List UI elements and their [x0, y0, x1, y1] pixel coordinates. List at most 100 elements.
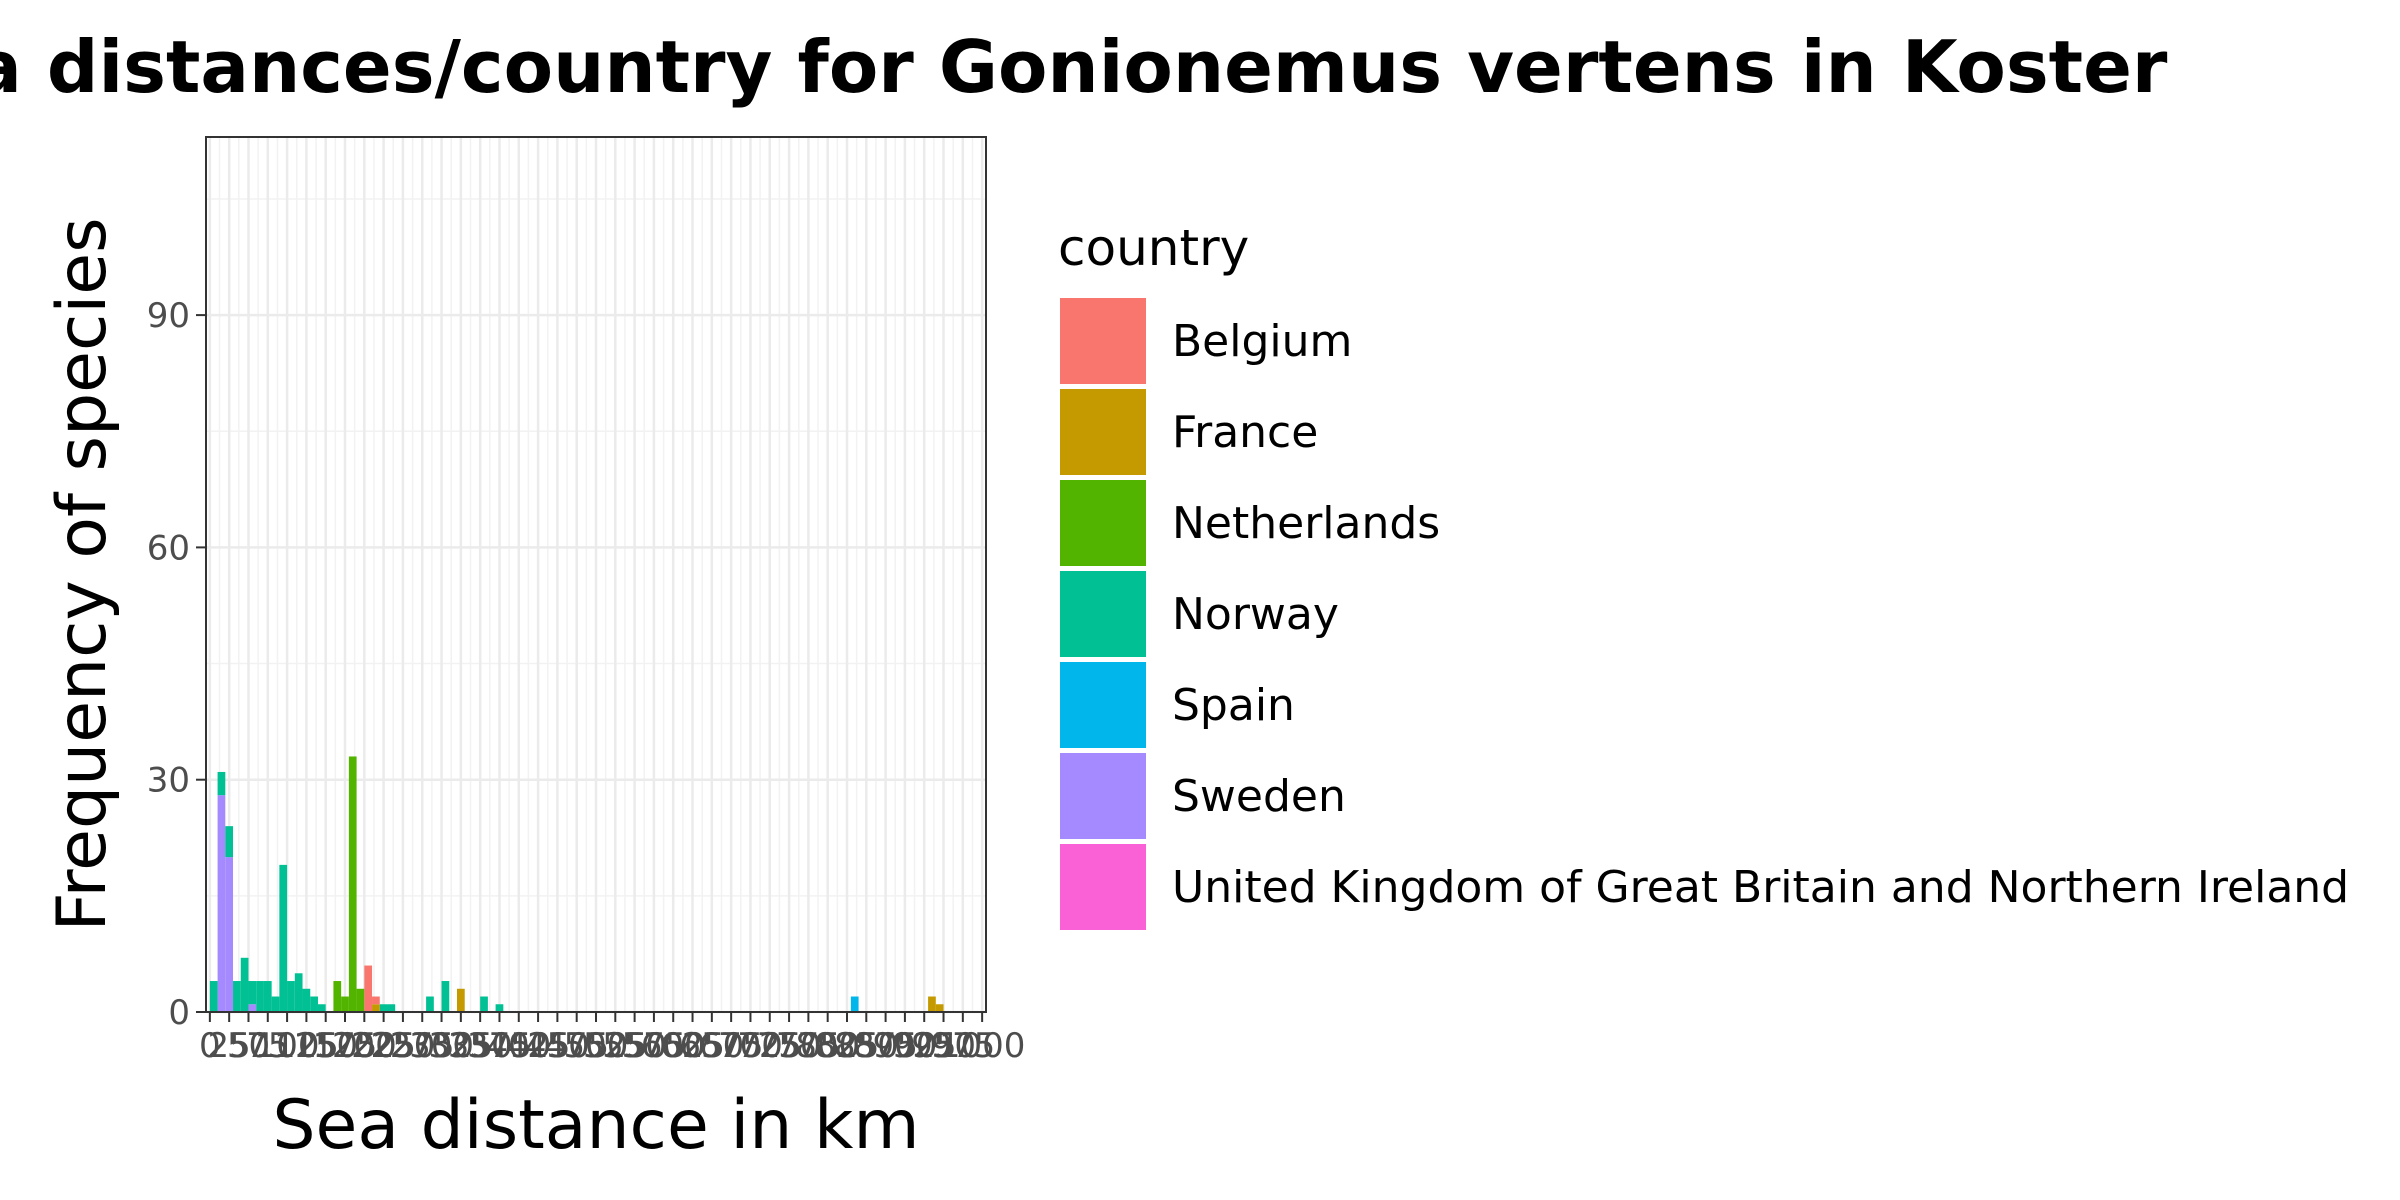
- y-tick-label: 0: [168, 993, 190, 1033]
- legend-item: Sweden: [1060, 753, 1346, 839]
- x-tick-label: 450: [525, 1026, 590, 1066]
- legend-swatch: [1060, 389, 1146, 475]
- histogram-bars: [209, 756, 944, 1012]
- legend-item: Norway: [1060, 571, 1339, 657]
- x-tick-label: 50: [227, 1026, 270, 1066]
- histogram-bar: [317, 1004, 326, 1012]
- y-axis: 0 30 60 90: [147, 296, 206, 1033]
- legend-swatch: [1060, 571, 1146, 657]
- legend-item: Netherlands: [1060, 480, 1440, 566]
- legend-title: country: [1058, 219, 1249, 277]
- x-tick-label: 975: [930, 1026, 995, 1066]
- x-tick-label: 25: [208, 1026, 251, 1066]
- x-tick-label: 675: [699, 1026, 764, 1066]
- histogram-bar: [256, 981, 264, 1012]
- series-spain: [850, 996, 859, 1012]
- x-tick-label: 0: [199, 1026, 221, 1066]
- legend-swatch: [1060, 844, 1146, 930]
- series-france: [372, 988, 944, 1012]
- x-tick-label: 250: [370, 1026, 435, 1066]
- series-sweden: [217, 795, 257, 1012]
- histogram-bar: [935, 1004, 944, 1012]
- legend-label: United Kingdom of Great Britain and Nort…: [1172, 862, 2349, 913]
- legend-label: Norway: [1172, 589, 1339, 640]
- histogram-bar: [372, 1004, 380, 1012]
- x-tick-label: 700: [718, 1026, 783, 1066]
- histogram-bar: [341, 996, 349, 1012]
- x-tick-label: 550: [602, 1026, 667, 1066]
- histogram-bar: [356, 988, 365, 1012]
- x-tick-label: 150: [293, 1026, 358, 1066]
- legend-item: Belgium: [1060, 298, 1352, 384]
- x-tick-label: 500: [564, 1026, 629, 1066]
- histogram-bar: [928, 996, 936, 1012]
- x-tick-label: 575: [621, 1026, 686, 1066]
- histogram-bar: [348, 756, 357, 1012]
- chart-title: Sea distances/country for Gonionemus ver…: [0, 25, 2168, 109]
- histogram-bar: [850, 996, 859, 1012]
- minor-gridlines: [206, 137, 986, 1012]
- histogram-bar: [217, 771, 226, 796]
- histogram-bar: [248, 981, 257, 1005]
- x-tick-label: 200: [332, 1026, 397, 1066]
- x-tick-label: 400: [486, 1026, 551, 1066]
- histogram-bar: [441, 981, 450, 1012]
- histogram-bar: [372, 996, 380, 1005]
- legend-item: France: [1060, 389, 1318, 475]
- x-tick-label: 425: [506, 1026, 571, 1066]
- x-tick-label: 725: [737, 1026, 802, 1066]
- x-tick-label: 775: [776, 1026, 841, 1066]
- x-tick-label: 475: [544, 1026, 609, 1066]
- legend-swatch: [1060, 662, 1146, 748]
- x-axis: 0255075100125150175200225250275300325350…: [199, 1012, 1025, 1066]
- y-tick-label: 60: [147, 528, 190, 568]
- legend: Belgium France Netherlands Norway Spain Swede…: [1060, 298, 2349, 930]
- x-tick-label: 900: [872, 1026, 937, 1066]
- x-tick-label: 75: [246, 1026, 289, 1066]
- x-tick-label: 375: [467, 1026, 532, 1066]
- x-tick-label: 325: [428, 1026, 493, 1066]
- x-tick-label: 600: [641, 1026, 706, 1066]
- histogram-bar: [287, 981, 295, 1012]
- histogram-bar: [310, 996, 318, 1012]
- legend-swatch: [1060, 480, 1146, 566]
- histogram-bar: [364, 965, 373, 1012]
- x-tick-label: 750: [757, 1026, 822, 1066]
- x-tick-label: 525: [583, 1026, 648, 1066]
- y-axis-title: Frequency of species: [43, 217, 122, 931]
- histogram-bar: [387, 1004, 396, 1012]
- histogram-bar: [263, 981, 272, 1012]
- series-belgium: [364, 965, 380, 1012]
- x-tick-label: 1000: [939, 1026, 1026, 1066]
- legend-label: France: [1172, 407, 1318, 458]
- histogram-bar: [294, 973, 303, 1012]
- x-tick-label: 125: [274, 1026, 339, 1066]
- x-tick-label: 350: [448, 1026, 513, 1066]
- legend-swatch: [1060, 298, 1146, 384]
- legend-label: Sweden: [1172, 771, 1346, 822]
- x-tick-label: 650: [679, 1026, 744, 1066]
- legend-label: Spain: [1172, 680, 1295, 731]
- histogram-bar: [379, 1004, 388, 1012]
- x-tick-label: 950: [911, 1026, 976, 1066]
- legend-label: Belgium: [1172, 316, 1352, 367]
- legend-swatch: [1060, 753, 1146, 839]
- histogram-bar: [248, 1004, 257, 1012]
- histogram-bar: [279, 864, 288, 1012]
- legend-item: Spain: [1060, 662, 1295, 748]
- x-tick-label: 300: [409, 1026, 474, 1066]
- x-axis-title: Sea distance in km: [272, 1086, 919, 1165]
- histogram-bar: [302, 988, 311, 1012]
- x-tick-label: 850: [834, 1026, 899, 1066]
- histogram-bar: [495, 1004, 504, 1012]
- histogram-bar: [426, 996, 434, 1012]
- x-tick-label: 825: [815, 1026, 880, 1066]
- histogram-bar: [209, 981, 218, 1012]
- series-netherlands: [333, 756, 365, 1012]
- histogram-bar: [233, 981, 241, 1012]
- legend-item: United Kingdom of Great Britain and Nort…: [1060, 844, 2349, 930]
- x-tick-label: 925: [892, 1026, 957, 1066]
- histogram-bar: [271, 996, 280, 1012]
- histogram-bar: [217, 795, 226, 1012]
- x-tick-label: 275: [390, 1026, 455, 1066]
